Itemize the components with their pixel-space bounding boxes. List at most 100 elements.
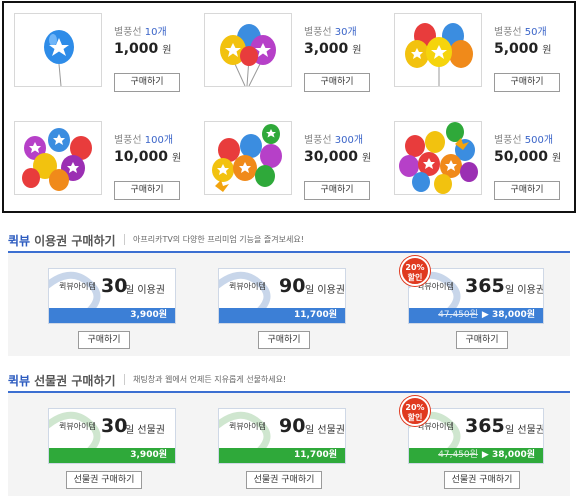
ticket-price: 38,000원 <box>491 310 535 320</box>
ticket-days: 30 <box>101 275 128 297</box>
balloon-price: 10,000 <box>114 149 169 165</box>
usage-card-90: 퀵뷰아이템 90 일 이용권 11,700원 <box>218 268 346 324</box>
ticket-price-strip: 47,450원 ▶ 38,000원 <box>409 448 543 463</box>
gift-card-30: 퀵뷰아이템 30 일 선물권 3,900원 <box>48 408 176 464</box>
balloon-count: 100 <box>144 135 164 146</box>
balloon-unit: 개 <box>347 27 357 38</box>
buy-button-balloon-500[interactable]: 구매하기 <box>494 181 560 200</box>
balloon-count: 300 <box>334 135 354 146</box>
buy-button-balloon-30[interactable]: 구매하기 <box>304 73 370 92</box>
ticket-label: 퀵뷰아이템 <box>417 422 454 431</box>
balloon-unit: 개 <box>537 27 547 38</box>
gift-card-90: 퀵뷰아이템 90 일 선물권 11,700원 <box>218 408 346 464</box>
balloon-price: 3,000 <box>304 41 349 57</box>
badge-percent: 20% <box>405 263 425 272</box>
balloon-shop-panel: 별풍선 10개 1,000 원 구매하기 별풍선 30개 3,000 원 구매하기 <box>2 1 576 213</box>
balloon-unit: 개 <box>163 135 174 146</box>
ticket-days: 365 <box>465 275 505 297</box>
balloon-item-500: 별풍선 500개 50,000 원 구매하기 <box>394 119 574 209</box>
ticket-suffix: 일 선물권 <box>305 425 345 436</box>
ticket-price: 38,000원 <box>491 450 535 460</box>
balloon-won: 원 <box>362 153 372 164</box>
ticket-days: 90 <box>279 415 306 437</box>
ticket-decoration-icon <box>49 411 101 462</box>
balloon-item-10: 별풍선 10개 1,000 원 구매하기 <box>14 11 194 101</box>
ticket-old-price: 47,450원 <box>438 450 478 460</box>
badge-text: 할인 <box>407 273 423 282</box>
ticket-label: 퀵뷰아이템 <box>229 282 266 291</box>
balloon-count: 30 <box>334 27 348 38</box>
ticket-label: 퀵뷰아이템 <box>59 422 96 431</box>
balloon-item-100: 별풍선 100개 10,000 원 구매하기 <box>14 119 194 209</box>
balloon-item-300: 별풍선 300개 30,000 원 구매하기 <box>204 119 384 209</box>
buy-button-usage-365[interactable]: 구매하기 <box>456 331 508 349</box>
balloon-100-image <box>14 121 102 195</box>
gift-brand: 퀵뷰 <box>8 374 31 388</box>
ticket-decoration-icon <box>219 271 271 322</box>
balloon-300-image <box>204 121 292 195</box>
balloon-count: 500 <box>524 135 544 146</box>
ticket-days: 30 <box>101 415 128 437</box>
usage-section-title: 퀵뷰 이용권 구매하기 <box>8 232 116 249</box>
balloon-name: 별풍선 <box>304 27 335 38</box>
ticket-price-strip: 3,900원 <box>49 308 175 323</box>
balloon-won: 원 <box>162 45 172 56</box>
balloon-price: 50,000 <box>494 149 549 165</box>
balloon-name: 별풍선 <box>114 135 145 146</box>
balloon-name: 별풍선 <box>304 135 335 146</box>
ticket-price: 3,900원 <box>130 310 167 320</box>
balloon-500-image <box>394 121 482 195</box>
balloon-unit: 개 <box>157 27 167 38</box>
usage-card-30: 퀵뷰아이템 30 일 이용권 3,900원 <box>48 268 176 324</box>
balloon-name: 별풍선 <box>494 135 525 146</box>
balloon-price: 1,000 <box>114 41 159 57</box>
buy-button-gift-365[interactable]: 선물권 구매하기 <box>444 471 520 489</box>
ticket-suffix: 일 이용권 <box>125 285 165 296</box>
ticket-price: 11,700원 <box>293 450 337 460</box>
gift-description: 채팅창과 웹에서 언제든 지유롭게 선물하세요! <box>124 374 286 385</box>
balloon-unit: 개 <box>543 135 554 146</box>
buy-button-balloon-50[interactable]: 구매하기 <box>494 73 560 92</box>
buy-button-balloon-100[interactable]: 구매하기 <box>114 181 180 200</box>
buy-button-balloon-10[interactable]: 구매하기 <box>114 73 180 92</box>
ticket-days: 365 <box>465 415 505 437</box>
ticket-suffix: 일 선물권 <box>125 425 165 436</box>
balloon-unit: 개 <box>353 135 364 146</box>
ticket-label: 퀵뷰아이템 <box>59 282 96 291</box>
buy-button-balloon-300[interactable]: 구매하기 <box>304 181 370 200</box>
ticket-decoration-icon <box>219 411 271 462</box>
balloon-50-image <box>394 13 482 87</box>
ticket-days: 90 <box>279 275 306 297</box>
ticket-decoration-icon <box>49 271 101 322</box>
usage-card-365: 퀵뷰아이템 365 일 이용권 47,450원 ▶ 38,000원 <box>408 268 544 324</box>
buy-button-usage-90[interactable]: 구매하기 <box>258 331 310 349</box>
usage-description: 아프리카TV의 다양한 프리미엄 기능을 즐겨보세요! <box>124 234 304 245</box>
ticket-price: 11,700원 <box>293 310 337 320</box>
badge-percent: 20% <box>405 403 425 412</box>
buy-button-gift-90[interactable]: 선물권 구매하기 <box>246 471 322 489</box>
balloon-30-image <box>204 13 292 87</box>
ticket-suffix: 일 선물권 <box>505 425 544 436</box>
ticket-label: 퀵뷰아이템 <box>417 282 454 291</box>
balloon-10-image <box>14 13 102 87</box>
gift-title: 선물권 구매하기 <box>34 374 116 388</box>
usage-brand: 퀵뷰 <box>8 234 31 248</box>
discount-badge: 20% 할인 <box>400 396 430 426</box>
balloon-won: 원 <box>542 45 552 56</box>
gift-divider <box>8 391 570 393</box>
balloon-won: 원 <box>552 153 562 164</box>
gift-panel: 퀵뷰아이템 30 일 선물권 3,900원 선물권 구매하기 퀵뷰아이템 90 … <box>8 393 570 496</box>
discount-badge: 20% 할인 <box>400 256 430 286</box>
ticket-price-strip: 11,700원 <box>219 448 345 463</box>
ticket-label: 퀵뷰아이템 <box>229 422 266 431</box>
balloon-item-30: 별풍선 30개 3,000 원 구매하기 <box>204 11 384 101</box>
gift-section-title: 퀵뷰 선물권 구매하기 <box>8 372 116 389</box>
arrow-icon: ▶ <box>481 310 489 320</box>
ticket-price: 3,900원 <box>130 450 167 460</box>
usage-title: 이용권 구매하기 <box>34 234 116 248</box>
balloon-name: 별풍선 <box>494 27 525 38</box>
buy-button-gift-30[interactable]: 선물권 구매하기 <box>66 471 142 489</box>
ticket-price-strip: 3,900원 <box>49 448 175 463</box>
balloon-won: 원 <box>172 153 182 164</box>
buy-button-usage-30[interactable]: 구매하기 <box>78 331 130 349</box>
